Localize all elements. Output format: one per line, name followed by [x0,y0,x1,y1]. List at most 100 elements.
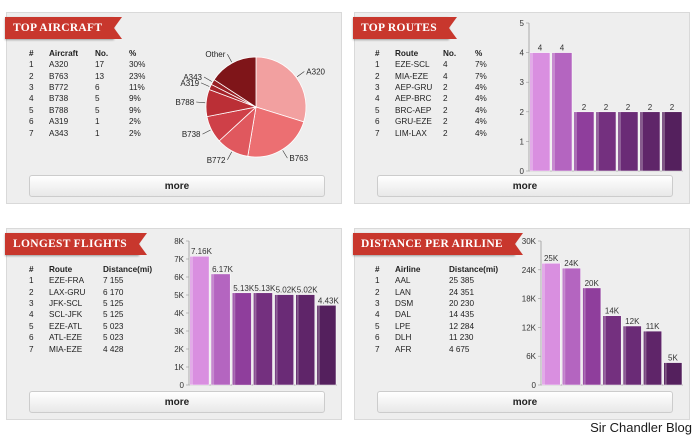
col-header-distance: Distance(mi) [103,264,153,274]
aircraft-table: # Aircraft No. % 1 A320 17 30% 2 B763 13 23% 3 B7… [29,47,159,139]
table-cell: 6 [29,117,34,127]
table-row: 3 B772 6 11% [29,82,159,93]
table-header-row: # Aircraft No. % [29,47,159,59]
table-cell: 2 [443,128,448,138]
table-cell: 1 [29,276,34,286]
col-header-rank: # [29,264,34,274]
table-row: 4 B738 5 9% [29,93,159,104]
table-row: 3 DSM 20 230 [375,298,515,309]
more-button[interactable]: more [29,391,325,413]
distance-per-airline-panel: DISTANCE PER AIRLINE # Airline Distance(… [353,228,690,420]
table-cell: 2 [375,287,380,297]
pie-leader-line [296,71,305,78]
watermark: Sir Chandler Blog [590,420,692,435]
table-cell: 4% [475,105,487,115]
table-cell: 2 [29,71,34,81]
table-cell: 1 [29,60,34,70]
bar [643,330,662,386]
table-cell: 11% [129,82,145,92]
bar [232,292,252,386]
bar-value-label: 2 [604,103,609,112]
table-cell: 25 385 [449,276,475,286]
y-tick-label: 1 [520,137,525,146]
y-tick-label: 3K [174,327,184,336]
bar-highlight [641,111,643,171]
table-cell: 3 [375,298,380,308]
table-cell: 5 [375,321,380,331]
table-row: 1 EZE-FRA 7 155 [29,275,169,286]
table-cell: AEP-GRU [395,82,433,92]
table-cell: MIA-EZE [49,344,83,354]
table-cell: 2 [443,94,448,104]
bar [582,287,602,386]
longest-flights-panel: LONGEST FLIGHTS # Route Distance(mi) 1 EZ… [5,228,342,420]
bar-highlight [575,111,577,171]
table-cell: 4 [29,94,34,104]
bar-highlight [603,315,606,385]
table-row: 6 DLH 11 230 [375,332,515,343]
col-header-aircraft: Aircraft [49,48,79,58]
pie-leader-line [203,76,212,82]
table-cell: 7 [375,344,380,354]
panel-title: TOP ROUTES [353,17,457,39]
bar-value-label: 6.17K [212,265,234,274]
bar-value-label: 5K [668,354,678,363]
bar [529,52,551,172]
bar-value-label: 4 [538,44,543,53]
table-row: 4 SCL-JFK 5 125 [29,309,169,320]
bar [639,111,661,172]
table-cell: AEP-BRC [395,94,432,104]
bar-highlight [254,292,257,386]
bar-value-label: 12K [625,317,640,326]
table-cell: 11 230 [449,333,474,343]
table-cell: 2 [443,105,448,115]
bar [573,111,595,172]
col-header-airline: Airline [395,264,421,274]
bar [551,52,573,172]
table-cell: 23% [129,71,146,81]
table-cell: 4 428 [103,344,124,354]
table-cell: LAN [395,287,411,297]
col-header-distance: Distance(mi) [449,264,499,274]
bar-value-label: 25K [544,254,559,263]
y-tick-label: 6K [174,273,184,282]
table-cell: 14 435 [449,310,475,320]
col-header-rank: # [375,48,380,58]
table-cell: 13 [95,71,105,81]
table-cell: 2 [443,117,448,127]
col-header-percent: % [475,48,483,58]
table-cell: 2% [129,117,141,127]
y-tick-label: 12K [522,323,537,332]
airlines-table: # Airline Distance(mi) 1 AAL 25 385 2 LAN 24 … [375,263,515,355]
bar [316,305,337,386]
table-header-row: # Airline Distance(mi) [375,263,515,275]
table-cell: B772 [49,82,69,92]
pie-leader-line [227,54,232,63]
table-cell: GRU-EZE [395,117,432,127]
panel-title: LONGEST FLIGHTS [5,233,147,255]
more-button[interactable]: more [377,391,673,413]
table-cell: 7 [29,128,34,138]
y-tick-label: 0 [532,381,537,390]
table-row: 6 GRU-EZE 2 4% [375,116,503,127]
bar-value-label: 5.13K [254,284,276,293]
table-cell: 2% [129,128,141,138]
col-header-rank: # [29,48,34,58]
bar [541,262,561,386]
table-row: 3 AEP-GRU 2 4% [375,82,503,93]
airlines-bar-chart: 0 6K 12K 18K 24K 30K 25K 24K 20K 14K 12K 11K 5K [522,237,683,390]
bar-value-label: 5.02K [297,286,319,295]
more-button[interactable]: more [29,175,325,197]
bar-value-label: 24K [564,259,579,268]
table-cell: A343 [49,128,69,138]
bar-highlight [212,273,215,385]
flights-table: # Route Distance(mi) 1 EZE-FRA 7 155 2 LAX-G… [29,263,169,355]
table-cell: 9% [129,94,141,104]
bar-highlight [191,256,193,385]
bar [663,362,683,386]
bar [595,111,617,172]
more-button[interactable]: more [377,175,673,197]
table-cell: 4% [475,128,487,138]
table-cell: 17 [95,60,105,70]
table-cell: DLH [395,333,412,343]
